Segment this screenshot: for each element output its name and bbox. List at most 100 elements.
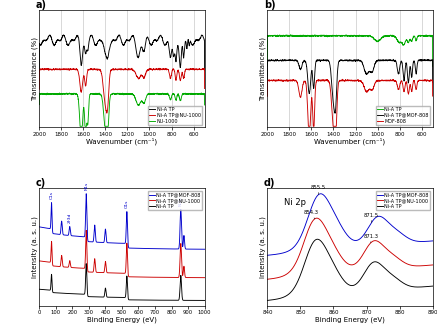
Ni-A TP@MOF-808 (318, 192, 323, 196)
Ni-A TP@NU-1000 (314, 216, 319, 220)
Ni-A TP (343, 33, 348, 37)
Ni-A TP@NU-1000 (66, 265, 71, 269)
Ni-A TP@MOF-808 (395, 69, 400, 73)
Ni-A TP@MOF-808 (394, 227, 399, 232)
Ni-A TP@NU-1000 (197, 67, 202, 71)
Ni-A TP@NU-1000 (265, 277, 270, 281)
Legend: Ni-A TP, Ni-A TP@MOF-808, MOF-808: Ni-A TP, Ni-A TP@MOF-808, MOF-808 (376, 106, 430, 125)
Line: Ni-A TP@MOF-808: Ni-A TP@MOF-808 (39, 194, 205, 249)
Ni-A TP@NU-1000 (181, 266, 186, 270)
NU-1000 (37, 102, 42, 107)
Ni-A TP@NU-1000 (397, 257, 402, 261)
Ni-A TP (394, 276, 399, 280)
Ni-A TP@MOF-808 (202, 247, 207, 251)
NU-1000 (77, 124, 83, 128)
Ni-A TP@NU-1000 (37, 87, 42, 91)
Ni-A TP (55, 291, 61, 295)
Ni-A TP@MOF-808 (265, 80, 270, 84)
Line: Ni-A TP: Ni-A TP (39, 35, 205, 71)
Ni-A TP (430, 284, 435, 288)
Ni-A TP@MOF-808 (108, 241, 113, 245)
Ni-A TP@MOF-808 (55, 232, 61, 236)
Legend: Ni-A TP, Ni-A TP@NU-1000, NU-1000: Ni-A TP, Ni-A TP@NU-1000, NU-1000 (148, 106, 202, 125)
Ni-A TP (45, 37, 50, 41)
Ni-A TP (202, 298, 207, 302)
Ni-A TP@NU-1000 (167, 73, 172, 77)
Text: 871.3: 871.3 (363, 234, 378, 243)
Y-axis label: Transmittance (%): Transmittance (%) (31, 37, 38, 101)
Ni-A TP@NU-1000 (100, 270, 105, 275)
Ni-A TP@MOF-808 (425, 59, 430, 63)
Ni-A TP (315, 237, 320, 241)
Text: Zr3d: Zr3d (68, 213, 72, 223)
Ni-A TP (100, 295, 105, 299)
Line: Ni-A TP@NU-1000: Ni-A TP@NU-1000 (39, 230, 205, 278)
Line: Ni-A TP: Ni-A TP (39, 264, 205, 300)
Ni-A TP@MOF-808 (66, 233, 71, 237)
NU-1000 (113, 92, 118, 96)
Text: C1s: C1s (49, 192, 54, 199)
Ni-A TP (108, 295, 113, 299)
Text: Ni 2p: Ni 2p (284, 198, 306, 207)
Ni-A TP@MOF-808 (199, 247, 204, 251)
Ni-A TP (265, 64, 270, 68)
Ni-A TP (395, 38, 400, 42)
Ni-A TP@MOF-808 (332, 211, 337, 215)
X-axis label: Binding Energy (eV): Binding Energy (eV) (315, 316, 385, 323)
Ni-A TP@MOF-808 (425, 59, 430, 63)
Text: d): d) (264, 178, 276, 188)
Ni-A TP (345, 34, 350, 38)
Ni-A TP@NU-1000 (83, 228, 89, 233)
Ni-A TP (281, 295, 287, 299)
Ni-A TP (202, 68, 207, 72)
Ni-A TP (66, 292, 71, 296)
Text: c): c) (36, 178, 46, 188)
Ni-A TP@NU-1000 (394, 255, 399, 259)
Ni-A TP (113, 39, 118, 43)
Ni-A TP (83, 262, 89, 266)
Line: Ni-A TP: Ni-A TP (267, 35, 433, 67)
Ni-A TP (197, 37, 202, 41)
Ni-A TP (425, 34, 430, 38)
MOF-808 (273, 78, 278, 82)
MOF-808 (425, 79, 430, 83)
Ni-A TP (181, 298, 186, 302)
Ni-A TP (197, 37, 202, 41)
Y-axis label: Intensity (a. s. u.): Intensity (a. s. u.) (260, 216, 266, 278)
Ni-A TP@MOF-808 (281, 251, 287, 255)
NU-1000 (197, 92, 202, 96)
Ni-A TP@NU-1000 (108, 271, 113, 275)
Ni-A TP@MOF-808 (332, 111, 337, 115)
Ni-A TP (199, 298, 204, 302)
MOF-808 (306, 124, 311, 128)
Ni-A TP@NU-1000 (430, 263, 435, 267)
Ni-A TP (47, 33, 52, 37)
Ni-A TP (378, 263, 384, 267)
Ni-A TP (430, 65, 435, 69)
Ni-A TP (332, 263, 337, 267)
Ni-A TP (425, 34, 430, 38)
X-axis label: Wavenumber (cm⁻¹): Wavenumber (cm⁻¹) (315, 138, 385, 145)
MOF-808 (340, 77, 345, 81)
MOF-808 (395, 85, 400, 89)
NU-1000 (45, 92, 50, 96)
Ni-A TP@NU-1000 (55, 264, 61, 268)
Ni-A TP@NU-1000 (202, 86, 207, 90)
Legend: Ni-A TP@MOF-808, Ni-A TP@NU-1000, Ni-A TP: Ni-A TP@MOF-808, Ni-A TP@NU-1000, Ni-A T… (148, 191, 202, 210)
Ni-A TP@MOF-808 (341, 58, 346, 62)
Line: NU-1000: NU-1000 (39, 93, 205, 126)
Ni-A TP@NU-1000 (198, 67, 203, 71)
Ni-A TP@NU-1000 (281, 274, 287, 278)
MOF-808 (430, 94, 435, 98)
MOF-808 (425, 79, 430, 83)
Ni-A TP@MOF-808 (430, 80, 435, 84)
NU-1000 (117, 92, 122, 96)
X-axis label: Binding Energy (eV): Binding Energy (eV) (87, 316, 157, 323)
Ni-A TP@MOF-808 (345, 58, 350, 62)
Text: a): a) (36, 0, 47, 10)
Ni-A TP@MOF-808 (273, 58, 278, 62)
Ni-A TP@MOF-808 (397, 230, 402, 234)
NU-1000 (202, 103, 207, 107)
Ni-A TP@MOF-808 (338, 222, 343, 226)
NU-1000 (197, 92, 202, 96)
